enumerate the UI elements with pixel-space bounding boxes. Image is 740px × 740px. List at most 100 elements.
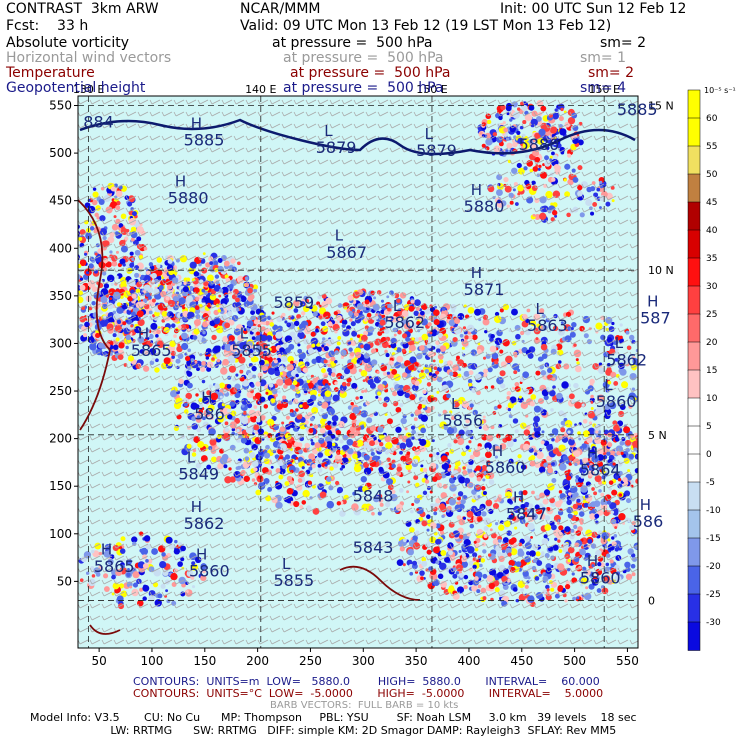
x-tick-label: 150 [193, 654, 216, 668]
model-info-line-1: Model Info: V3.5 CU: No Cu MP: Thompson … [30, 711, 637, 724]
x-tick-label: 450 [510, 654, 533, 668]
colorbar-swatch [687, 425, 701, 455]
y-tick-label: 250 [49, 384, 72, 398]
height-center-marker: H [471, 264, 482, 282]
height-center-marker: H [513, 488, 524, 506]
colorbar-label: 40 [706, 226, 718, 236]
height-value-label: 5843 [353, 538, 394, 557]
colorbar-label: 55 [706, 142, 717, 152]
height-value-label: 5871 [464, 280, 505, 299]
colorbar-label: 10 [706, 394, 718, 404]
height-center-marker: H [640, 496, 651, 514]
height-value-label: 5860 [485, 458, 526, 477]
height-value-label: 586 [633, 512, 664, 531]
height-center-marker: H [196, 545, 207, 563]
colorbar-swatch [687, 285, 701, 315]
lon-label: 130 E [73, 83, 104, 96]
y-tick-label: 350 [49, 289, 72, 303]
height-value-label: 5859 [273, 293, 314, 312]
colorbar-label: 30 [706, 282, 718, 292]
x-tick-label: 100 [141, 654, 164, 668]
lon-label: 140 E [245, 83, 276, 96]
x-tick-label: 200 [246, 654, 269, 668]
y-tick-label: 450 [49, 194, 72, 208]
x-tick-label: 300 [352, 654, 375, 668]
colorbar-label: 45 [706, 198, 717, 208]
colorbar-label: 35 [706, 254, 717, 264]
colorbar-swatch [687, 313, 701, 343]
colorbar-swatch [687, 201, 701, 231]
plot-frame [77, 95, 639, 649]
height-value-label: 5862 [384, 313, 425, 332]
height-value-label: 586 [194, 405, 225, 424]
colorbar-swatch [687, 117, 701, 147]
lat-label: 0 [648, 594, 655, 607]
y-tick-label: 300 [49, 336, 72, 350]
colorbar-label: -10 [706, 506, 721, 516]
coastline [79, 118, 636, 156]
height-value-label: 5855 [231, 341, 272, 360]
temperature-contour [78, 199, 111, 431]
y-tick-label: 400 [49, 241, 72, 255]
colorbar-swatch [687, 537, 701, 567]
x-tick-label: 350 [405, 654, 428, 668]
height-value-label: 5847 [506, 505, 547, 524]
height-center-marker: L [324, 122, 333, 140]
height-value-label: 5860 [596, 392, 637, 411]
colorbar-swatch [687, 481, 701, 511]
height-value-label: 5855 [273, 571, 314, 590]
x-tick-label: 500 [563, 654, 586, 668]
y-tick-label: 150 [49, 479, 72, 493]
field-smooth-vorticity: sm= 2 [600, 35, 647, 51]
model-title: CONTRAST 3km ARW [6, 1, 159, 17]
contours-height-info: CONTOURS: UNITS=m LOW= 5880.0 HIGH= 5880… [133, 675, 600, 688]
height-value-label: 5848 [353, 486, 394, 505]
x-tick-label: 400 [457, 654, 480, 668]
lat-label: 5 N [648, 429, 667, 442]
colorbar-swatch [687, 621, 701, 651]
field-smooth-height: sm= 4 [580, 80, 627, 96]
height-center-marker: H [587, 445, 598, 463]
temperature-contour [89, 565, 421, 635]
height-value-label: 884 [83, 112, 114, 131]
field-name-wind: Horizontal wind vectors [6, 50, 172, 66]
valid-time: Valid: 09 UTC Mon 13 Feb 12 (19 LST Mon … [240, 18, 612, 34]
height-value-label: 5880 [519, 135, 560, 154]
model-info-line-2: LW: RRTMG SW: RRTMG DIFF: simple KM: 2D … [30, 724, 617, 737]
y-tick-label: 550 [49, 99, 72, 113]
colorbar-swatch [687, 453, 701, 483]
colorbar-label: 20 [706, 338, 718, 348]
y-tick-label: 500 [49, 146, 72, 160]
height-value-label: 5880 [168, 189, 209, 208]
field-name-height: Geopotential height [6, 80, 146, 96]
height-center-marker: H [492, 442, 503, 460]
colorbar-swatch [687, 397, 701, 427]
colorbar-label: -30 [706, 618, 721, 628]
colorbar-swatch [687, 89, 701, 119]
colorbar-swatch [687, 145, 701, 175]
height-center-marker: H [191, 114, 202, 132]
height-value-label: 5860 [189, 562, 230, 581]
height-center-marker: L [335, 227, 344, 245]
height-value-label: 5879 [416, 141, 457, 160]
colorbar-label: 5 [706, 422, 712, 432]
field-name-vorticity: Absolute vorticity [6, 35, 129, 51]
colorbar-label: -15 [706, 534, 721, 544]
height-value-label: 5849 [178, 465, 219, 484]
field-level-wind: at pressure = 500 hPa [283, 50, 444, 66]
height-center-marker: L [240, 325, 249, 343]
y-tick-label: 50 [57, 574, 72, 588]
contours-temperature-info: CONTOURS: UNITS=°C LOW= -5.0000 HIGH= -5… [133, 687, 604, 700]
height-value-label: 5862 [184, 514, 225, 533]
height-center-marker: H [647, 292, 658, 310]
height-value-label: 5862 [606, 350, 647, 369]
lon-label: 150 E [416, 83, 447, 96]
height-value-label: 5865 [131, 341, 172, 360]
wind-barbs [78, 99, 638, 645]
x-tick-label: 50 [91, 654, 106, 668]
height-value-label: 5860 [580, 568, 621, 587]
colorbar-unit: 10⁻⁵ s⁻¹ [704, 86, 736, 95]
colorbar-label: 0 [706, 450, 712, 460]
colorbar-swatch [687, 593, 701, 623]
